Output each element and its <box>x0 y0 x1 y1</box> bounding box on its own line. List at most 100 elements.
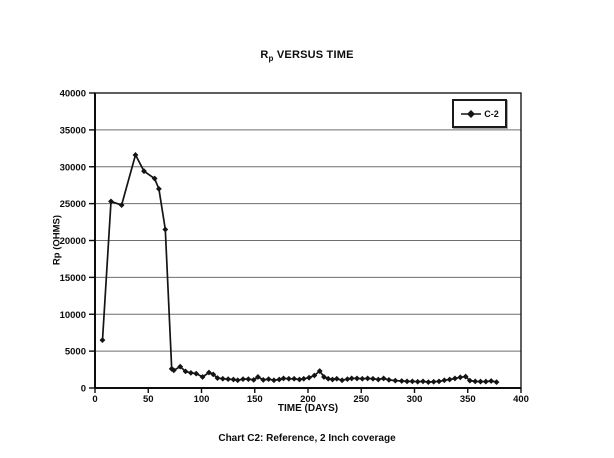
y-tick-label: 15000 <box>60 273 86 284</box>
y-tick-label: 30000 <box>60 162 86 173</box>
data-point-marker <box>398 378 405 384</box>
legend-label: C-2 <box>484 108 499 119</box>
data-point-marker <box>141 168 147 175</box>
x-tick-label: 250 <box>353 394 369 405</box>
data-point-marker <box>375 376 382 383</box>
y-axis-ticks: 0 5000 10000 15000 20000 25000 30000 35000 40000 <box>60 89 95 395</box>
data-point-marker <box>234 377 241 384</box>
data-point-marker <box>364 375 371 382</box>
x-tick-label: 100 <box>194 394 210 405</box>
data-point-marker <box>462 373 469 380</box>
data-point-marker <box>132 152 139 158</box>
figure-caption: Chart C2: Reference, 2 Inch coverage <box>218 433 396 444</box>
x-axis-ticks: 0 50 100 150 200 250 300 350 400 <box>92 388 529 405</box>
data-point-marker <box>409 378 416 385</box>
x-tick-label: 200 <box>300 394 316 405</box>
y-tick-label: 0 <box>81 384 86 395</box>
y-axis-title: Rp (OHMS) <box>51 214 63 266</box>
data-point-marker <box>214 375 221 381</box>
data-point-marker <box>329 376 336 383</box>
legend-box: C-2 <box>452 99 507 128</box>
data-point-marker <box>339 377 345 384</box>
data-point-marker <box>370 375 376 382</box>
data-point-marker <box>414 378 421 385</box>
data-point-marker <box>260 376 267 383</box>
data-point-marker <box>291 375 298 382</box>
data-point-marker <box>482 378 489 385</box>
data-point-marker <box>187 369 194 376</box>
data-point-marker <box>162 226 169 233</box>
data-point-marker <box>348 375 355 382</box>
data-point-marker <box>182 368 189 375</box>
data-point-marker <box>210 371 217 378</box>
series-marker-icon <box>461 109 482 118</box>
chart-title-suffix: VERSUS TIME <box>273 49 354 61</box>
data-point-marker <box>392 377 399 384</box>
chart-title: Rp VERSUS TIME <box>0 49 614 63</box>
data-point-marker <box>325 375 332 382</box>
data-point-marker <box>245 376 252 383</box>
data-point-marker <box>219 375 226 382</box>
data-point-marker <box>271 377 277 384</box>
data-point-marker <box>300 375 307 382</box>
data-point-marker <box>296 376 303 383</box>
data-point-marker <box>206 369 212 376</box>
chart-title-subscript: p <box>268 54 274 64</box>
data-point-marker <box>493 379 500 385</box>
data-point-marker <box>316 368 323 374</box>
y-tick-label: 40000 <box>60 89 86 100</box>
data-point-marker <box>225 376 232 383</box>
chart-title-prefix: R <box>260 49 269 61</box>
data-point-marker <box>193 370 200 377</box>
data-point-marker <box>276 376 283 383</box>
data-point-marker <box>386 376 392 383</box>
x-axis-title: TIME (DAYS) <box>277 403 339 414</box>
data-point-marker <box>359 375 366 382</box>
x-tick-label: 350 <box>460 394 476 405</box>
data-point-marker <box>321 374 327 380</box>
data-point-marker <box>265 376 272 383</box>
x-tick-label: 150 <box>247 394 263 405</box>
data-point-marker <box>446 376 453 383</box>
data-point-marker <box>452 375 458 382</box>
data-point-marker <box>425 379 432 385</box>
data-point-marker <box>441 377 448 384</box>
data-point-marker <box>118 202 125 208</box>
gridlines <box>95 129 521 352</box>
data-point-marker <box>488 378 495 384</box>
data-point-marker <box>240 376 246 383</box>
x-tick-label: 50 <box>143 394 154 405</box>
data-point-marker <box>230 376 237 383</box>
data-point-marker <box>472 378 479 385</box>
y-tick-label: 20000 <box>60 236 86 247</box>
data-point-marker <box>99 337 106 343</box>
data-point-marker <box>156 185 162 192</box>
x-tick-label: 0 <box>92 394 97 405</box>
x-tick-label: 400 <box>513 394 529 405</box>
data-point-marker <box>151 175 158 182</box>
data-point-marker <box>404 378 410 385</box>
data-point-marker <box>250 376 257 383</box>
data-point-marker <box>280 375 287 382</box>
data-point-marker <box>306 374 312 381</box>
data-point-marker <box>457 374 464 381</box>
data-point-marker <box>380 375 387 382</box>
data-point-marker <box>333 375 340 382</box>
data-point-marker <box>344 376 351 383</box>
data-point-marker <box>177 363 184 370</box>
y-tick-label: 5000 <box>65 347 86 358</box>
data-point-marker <box>311 372 318 379</box>
data-point-marker <box>354 375 360 382</box>
data-point-marker <box>477 378 484 385</box>
data-point-marker <box>170 367 177 374</box>
data-point-marker <box>420 378 426 385</box>
y-tick-label: 35000 <box>60 125 86 136</box>
data-point-marker <box>255 374 261 380</box>
data-point-marker <box>466 377 473 384</box>
data-point-marker <box>285 375 292 382</box>
y-tick-label: 10000 <box>60 310 86 321</box>
series-markers-C-2 <box>99 152 500 385</box>
x-tick-label: 300 <box>407 394 423 405</box>
